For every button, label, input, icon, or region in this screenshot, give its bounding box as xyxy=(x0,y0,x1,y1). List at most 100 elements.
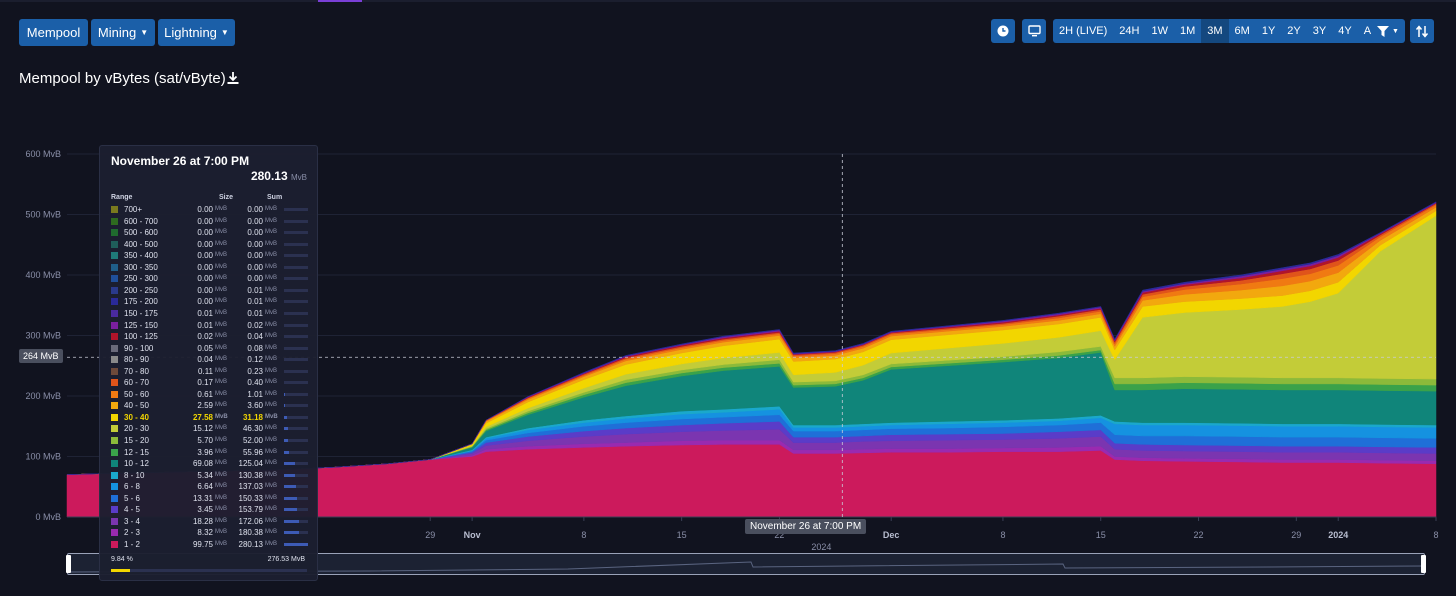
sum-unit: MvB xyxy=(265,356,277,363)
data-tooltip: November 26 at 7:00 PM 280.13 MvB Range … xyxy=(99,145,318,581)
range-button-2y[interactable]: 2Y xyxy=(1287,25,1301,37)
sum-unit: MvB xyxy=(265,402,277,409)
sum-bar-fill xyxy=(284,473,296,477)
series-swatch xyxy=(111,529,118,537)
x-tick-label: Nov xyxy=(464,530,481,540)
filter-dropdown-button[interactable]: ▼ xyxy=(1371,19,1405,43)
range-button-1y[interactable]: 1Y xyxy=(1261,25,1276,37)
zoom-handle-left[interactable] xyxy=(66,555,71,573)
sum-bar xyxy=(284,265,308,269)
range-label: 4 - 5 xyxy=(124,505,141,515)
sum-value: 55.96 xyxy=(242,447,263,457)
range-button-1m[interactable]: 1M xyxy=(1179,25,1196,37)
series-swatch xyxy=(111,448,118,456)
tooltip-row: 60 - 70 0.17 MvB 0.40 MvB xyxy=(100,377,319,389)
size-value: 15.12 xyxy=(192,424,213,434)
size-unit: MvB xyxy=(215,298,227,305)
series-swatch xyxy=(111,402,118,410)
sum-bar-fill xyxy=(284,415,287,419)
range-button-3y[interactable]: 3Y xyxy=(1312,25,1327,37)
size-value: 69.08 xyxy=(192,459,213,469)
tooltip-row: 250 - 300 0.00 MvB 0.00 MvB xyxy=(100,273,319,285)
range-label: 10 - 12 xyxy=(124,459,149,469)
x-tick-label: 8 xyxy=(1000,530,1005,540)
monitor-button[interactable] xyxy=(1022,19,1046,43)
y-tick-label: 300 MvB xyxy=(25,331,61,341)
sum-unit: MvB xyxy=(265,286,277,293)
size-value: 18.28 xyxy=(192,516,213,526)
sum-value: 0.08 xyxy=(247,343,263,353)
zoom-handle-right[interactable] xyxy=(1421,555,1426,573)
y-tick-label: 500 MvB xyxy=(25,210,61,220)
series-swatch xyxy=(111,263,118,271)
sum-bar xyxy=(284,519,308,523)
lightning-dropdown-button[interactable]: Lightning ▼ xyxy=(158,19,235,46)
y-tick-label: 100 MvB xyxy=(25,452,61,462)
size-value: 0.61 xyxy=(197,389,213,399)
x-tick-label: 15 xyxy=(677,530,687,540)
sum-bar xyxy=(284,311,308,315)
sum-bar xyxy=(284,254,308,258)
range-label: 250 - 300 xyxy=(124,274,158,284)
size-value: 2.59 xyxy=(197,401,213,411)
sum-bar xyxy=(284,415,308,419)
range-label: 50 - 60 xyxy=(124,389,149,399)
sum-value: 0.01 xyxy=(247,285,263,295)
tooltip-row: 20 - 30 15.12 MvB 46.30 MvB xyxy=(100,423,319,435)
size-unit: MvB xyxy=(215,286,227,293)
tooltip-footer-total: 276.53 MvB xyxy=(267,556,305,563)
range-button-2h-live-[interactable]: 2H (LIVE) xyxy=(1059,25,1108,37)
range-button-6m[interactable]: 6M xyxy=(1234,25,1250,37)
sort-toggle-button[interactable] xyxy=(1410,19,1434,43)
sum-bar xyxy=(284,358,308,362)
series-swatch xyxy=(111,506,118,514)
sum-value: 0.00 xyxy=(247,262,263,272)
mining-dropdown-button[interactable]: Mining ▼ xyxy=(91,19,155,46)
sum-bar xyxy=(284,427,308,431)
tooltip-row: 80 - 90 0.04 MvB 0.12 MvB xyxy=(100,354,319,366)
sum-bar xyxy=(284,462,308,466)
range-label: 200 - 250 xyxy=(124,285,158,295)
sum-bar xyxy=(284,335,308,339)
size-value: 0.01 xyxy=(197,308,213,318)
range-label: 400 - 500 xyxy=(124,239,158,249)
range-label: 125 - 150 xyxy=(124,320,158,330)
tooltip-row: 70 - 80 0.11 MvB 0.23 MvB xyxy=(100,366,319,378)
range-button-1w[interactable]: 1W xyxy=(1151,25,1168,37)
range-button-24h[interactable]: 24H xyxy=(1119,25,1140,37)
sum-unit: MvB xyxy=(265,206,277,212)
size-unit: MvB xyxy=(215,540,227,547)
tooltip-row: 1 - 2 99.75 MvB 280.13 MvB xyxy=(100,539,319,551)
mempool-nav-button[interactable]: Mempool xyxy=(19,19,88,46)
mempool-stacked-area-chart[interactable]: 0 MvB 100 MvB 200 MvB 300 MvB 400 MvB 500 MvB… xyxy=(0,140,1456,560)
size-unit: MvB xyxy=(215,217,227,224)
sum-bar-fill xyxy=(284,531,300,535)
tooltip-footer-percent: 9.84 % xyxy=(111,556,133,563)
zoom-slider-track[interactable] xyxy=(67,553,1425,575)
download-icon[interactable] xyxy=(226,71,240,85)
x-tick-label: 29 xyxy=(425,530,435,540)
size-unit: MvB xyxy=(215,506,227,513)
series-swatch xyxy=(111,206,118,213)
range-button-3m[interactable]: 3M xyxy=(1201,19,1229,43)
series-swatch xyxy=(111,229,118,237)
size-unit: MvB xyxy=(215,448,227,455)
size-unit: MvB xyxy=(215,252,227,259)
sum-bar xyxy=(284,508,308,512)
size-unit: MvB xyxy=(215,333,227,340)
sum-bar-fill xyxy=(284,542,308,546)
size-value: 0.00 xyxy=(197,262,213,272)
size-unit: MvB xyxy=(215,263,227,270)
series-swatch xyxy=(111,356,118,364)
filter-icon xyxy=(1377,25,1390,37)
size-unit: MvB xyxy=(215,309,227,316)
size-unit: MvB xyxy=(215,344,227,351)
sum-unit: MvB xyxy=(265,506,277,513)
tooltip-total-unit: MvB xyxy=(291,173,307,182)
range-label: 8 - 10 xyxy=(124,470,145,480)
x-tick-label: 22 xyxy=(1194,530,1204,540)
range-button-4y[interactable]: 4Y xyxy=(1338,25,1352,37)
sum-bar-fill xyxy=(284,462,295,466)
clock-button[interactable] xyxy=(991,19,1015,43)
range-label: 1 - 2 xyxy=(124,539,141,549)
